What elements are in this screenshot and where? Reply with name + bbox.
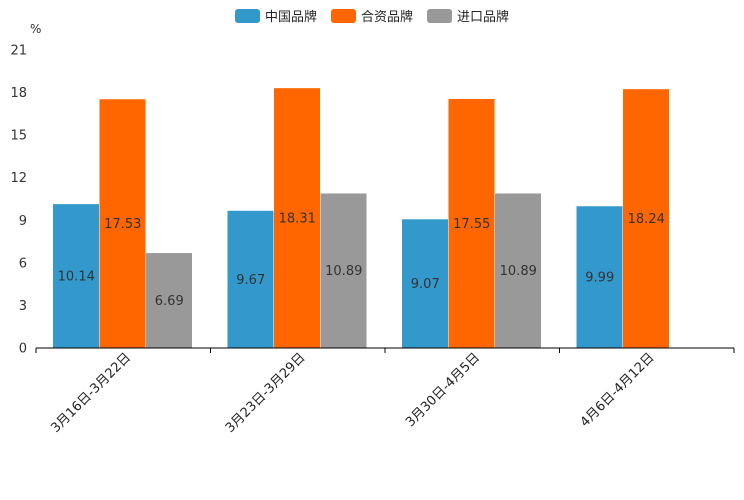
y-tick-label: 18 [10, 86, 27, 101]
legend-label-joint: 合资品牌 [360, 10, 413, 25]
legend-item-import[interactable]: 进口品牌 [427, 6, 509, 25]
bar-0-0 [53, 204, 99, 348]
y-tick-label: 15 [10, 129, 27, 144]
bar-1-0 [99, 99, 146, 348]
data-label: 17.53 [104, 217, 141, 232]
bar-0-3 [576, 206, 623, 348]
bar-1-2 [448, 98, 495, 348]
legend-label-import: 进口品牌 [457, 10, 510, 25]
x-tick-label: 3月16日-3月22日 [48, 350, 134, 436]
data-label: 9.67 [236, 273, 265, 288]
bar-0-2 [402, 219, 448, 348]
legend-label-china: 中国品牌 [264, 10, 317, 25]
bar-1-3 [623, 89, 669, 348]
x-tick-label: 3月23日-3月29日 [223, 350, 309, 436]
bar-2-1 [320, 193, 367, 348]
data-label: 9.99 [585, 271, 614, 286]
data-label: 18.24 [628, 212, 665, 227]
y-axis-unit-label: % [30, 22, 41, 36]
data-label: 6.69 [155, 294, 184, 309]
legend: 中国品牌 合资品牌 进口品牌 [0, 6, 744, 25]
data-label: 18.31 [279, 212, 316, 227]
y-tick-label: 21 [10, 44, 27, 59]
bar-2-0 [146, 253, 192, 348]
legend-swatch-import [427, 8, 452, 23]
x-tick-label: 3月30日-4月5日 [403, 350, 483, 430]
legend-swatch-china [234, 8, 260, 23]
data-label: 17.55 [453, 217, 490, 232]
data-label: 10.14 [58, 270, 95, 285]
y-tick-label: 6 [19, 256, 27, 271]
legend-swatch-joint [330, 8, 356, 23]
bar-2-2 [495, 193, 541, 348]
y-tick-label: 12 [10, 171, 27, 186]
y-tick-label: 0 [19, 342, 27, 357]
bar-1-1 [274, 88, 320, 349]
data-label: 9.07 [411, 277, 440, 292]
bar-0-1 [227, 210, 274, 348]
legend-item-joint[interactable]: 合资品牌 [330, 6, 413, 25]
y-tick-label: 3 [19, 299, 27, 314]
y-tick-label: 9 [19, 214, 27, 229]
legend-item-china[interactable]: 中国品牌 [234, 6, 317, 25]
data-label: 10.89 [500, 264, 537, 279]
data-label: 10.89 [325, 264, 362, 279]
x-tick-label: 4月6日-4月12日 [578, 350, 658, 430]
